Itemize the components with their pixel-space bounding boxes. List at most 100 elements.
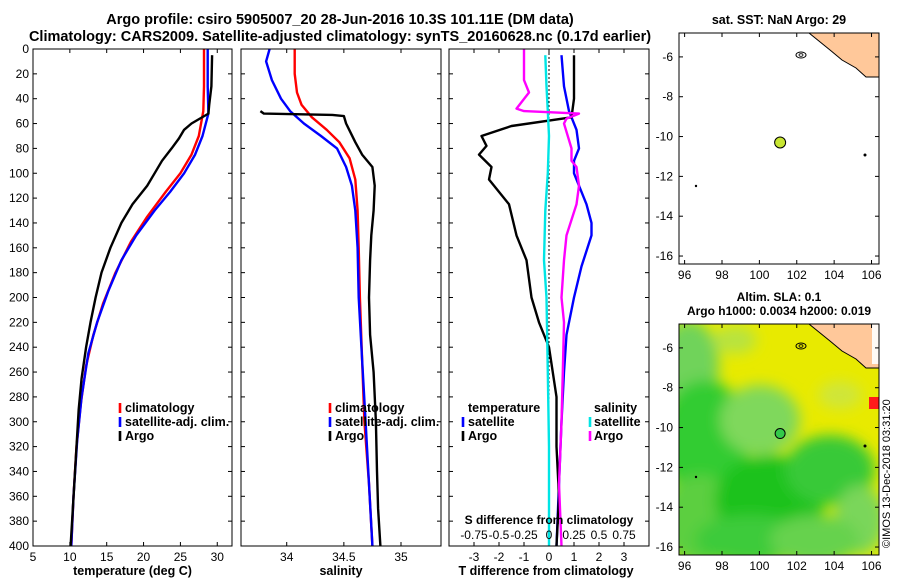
difference-s-tick-label: -0.25: [510, 528, 538, 542]
sla-map-land: [808, 324, 879, 369]
sla-map-island-christmas: [863, 444, 867, 448]
sla-map-ytick-label: -14: [656, 500, 674, 514]
sla-map-xtick-label: 100: [749, 559, 769, 573]
sst-map-xtick-label: 100: [749, 268, 769, 282]
sla-map-anomaly-patch: [720, 385, 800, 455]
salinity-legend-label: satellite-adj. clim.: [335, 415, 439, 429]
salinity-panel: 34 34.5 35 salinity: [240, 48, 442, 578]
temperature-panel: 0 20 40 60 80 100 120 140 160 180 200 220 240 260 280 3…: [9, 42, 233, 578]
difference-series-line: [542, 55, 551, 546]
sla-map-anomaly-patch: [770, 515, 860, 555]
sst-map-xtick-label: 96: [678, 268, 692, 282]
sla-map-xtick-label: 104: [824, 559, 844, 573]
sst-map-island: [795, 51, 807, 59]
difference-xtick-label: 3: [621, 550, 628, 564]
temperature-ytick-label: 400: [9, 539, 29, 553]
salinity-series-line: [264, 48, 374, 547]
temperature-xtick-label: 15: [100, 550, 114, 564]
temperature-frame: [32, 48, 233, 547]
difference-series-line: [477, 55, 576, 547]
temperature-legend-label: satellite-adj. clim.: [125, 415, 229, 429]
temperature-series-line: [70, 49, 206, 547]
sla-map-title-line1: Altim. SLA: 0.1: [737, 290, 822, 304]
difference-xtick-label: -3: [469, 550, 480, 564]
sla-map-ytick-label: -8: [662, 381, 673, 395]
salinity-xlabel: salinity: [319, 564, 362, 578]
difference-s-tick-label: 0: [546, 528, 553, 542]
temperature-legend-label: Argo: [125, 429, 155, 443]
sla-map-title-line2: Argo h1000: 0.0034 h2000: 0.019: [687, 304, 871, 318]
sst-map-frame: [678, 32, 880, 265]
temperature-ytick-label: 100: [9, 166, 29, 180]
temperature-ytick-label: 300: [9, 415, 29, 429]
temperature-xtick-label: 10: [63, 550, 77, 564]
temperature-ytick-label: 60: [16, 117, 30, 131]
sla-map-island: [795, 342, 807, 350]
difference-xtick-label: 2: [596, 550, 603, 564]
salinity-series-line: [259, 110, 382, 547]
temperature-ytick-label: 120: [9, 191, 29, 205]
difference-legend-heading-salinity: salinity: [594, 401, 637, 415]
difference-legend-label: satellite: [468, 415, 515, 429]
temperature-ytick-label: 200: [9, 291, 29, 305]
sla-map-island-cocos: [694, 475, 698, 479]
sst-map-content: [694, 33, 879, 188]
sla-map-red-cell: [869, 397, 879, 409]
difference-s-tick-label: 0.75: [612, 528, 636, 542]
temperature-xtick-label: 5: [30, 550, 37, 564]
sla-map-xtick-label: 106: [862, 559, 882, 573]
difference-s-tick-label: 0.25: [562, 528, 586, 542]
salinity-frame: [240, 48, 442, 547]
sla-map-nodata-strip: [872, 324, 879, 364]
difference-xlabel: T difference from climatology: [458, 564, 633, 578]
temperature-xtick-label: 20: [137, 550, 151, 564]
temperature-ytick-label: 240: [9, 340, 29, 354]
sst-map-land: [808, 33, 879, 78]
figure-title-line1: Argo profile: csiro 5905007_20 28-Jun-20…: [106, 12, 574, 28]
sst-map-argo-marker: [774, 136, 787, 149]
sst-map-ytick-label: -12: [656, 169, 674, 183]
sst-map-xtick-label: 102: [787, 268, 807, 282]
sla-map-frame: [678, 323, 880, 556]
sla-map-content: [679, 324, 879, 555]
temperature-ytick-label: 220: [9, 315, 29, 329]
sla-map-xtick-label: 96: [678, 559, 692, 573]
sla-map-argo-marker: [774, 428, 786, 440]
sst-map-xtick-label: 104: [824, 268, 844, 282]
difference-xtick-label: -2: [494, 550, 505, 564]
temperature-ytick-label: 340: [9, 464, 29, 478]
difference-xtick-label: 0: [546, 550, 553, 564]
temperature-legend-label: climatology: [125, 401, 195, 415]
sla-map-island: [798, 344, 804, 348]
difference-legend-heading-temperature: temperature: [468, 401, 540, 415]
difference-legend-label: satellite: [594, 415, 641, 429]
temperature-ytick-label: 20: [16, 67, 30, 81]
difference-series-line: [515, 49, 581, 547]
sst-map-ytick-label: -6: [662, 50, 673, 64]
sst-map-background: [679, 33, 879, 264]
temperature-series-line: [70, 49, 210, 547]
sst-map-ytick-label: -10: [656, 130, 674, 144]
sla-map-ytick-label: -12: [656, 460, 674, 474]
temperature-ytick-label: 160: [9, 241, 29, 255]
difference-xtick-label: -1: [519, 550, 530, 564]
sla-map-ytick-label: -6: [662, 341, 673, 355]
difference-panel: -3 -2 -1 0 1 2 3T difference from climatology: [448, 48, 650, 578]
difference-s-tick-label: -0.75: [460, 528, 488, 542]
sla-map-ytick-label: -16: [656, 540, 674, 554]
sst-map-ytick-label: -14: [656, 209, 674, 223]
temperature-ytick-label: 80: [16, 141, 30, 155]
difference-s-tick-label: -0.5: [489, 528, 510, 542]
temperature-xtick-label: 30: [211, 550, 225, 564]
sla-map-field: [679, 324, 879, 555]
sla-map-xtick-label: 98: [715, 559, 729, 573]
difference-s-tick-label: 0.5: [591, 528, 608, 542]
difference-legend: temperature salinitysatelliteArgosatellit…: [460, 401, 640, 542]
temperature-series-line: [69, 55, 214, 547]
salinity-legend-label: climatology: [335, 401, 405, 415]
salinity-series-line: [293, 49, 374, 547]
sst-map: sat. SST: NaN Argo: 29 96 98 100 102 104 106 -6…: [656, 13, 882, 282]
